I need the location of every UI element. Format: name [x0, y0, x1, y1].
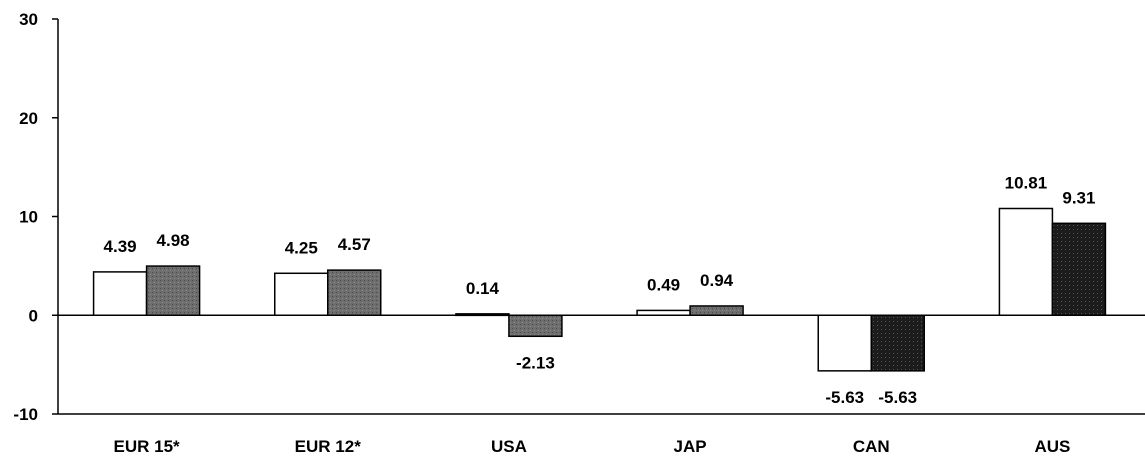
bar — [145, 265, 201, 317]
bar — [327, 269, 382, 316]
data-label: -2.13 — [516, 353, 555, 372]
bar — [508, 314, 563, 338]
y-tick-label: 20 — [19, 109, 38, 128]
y-tick-label: -10 — [13, 405, 38, 424]
data-label: 4.25 — [285, 238, 318, 257]
y-tick-label: 30 — [19, 10, 38, 29]
data-label: 4.39 — [104, 237, 137, 256]
chart-labels: EUR 15* 4.39 4.98 EUR 12* 4.25 4.57 USA 0.14 -2.… — [104, 174, 1096, 456]
category-label: EUR 15* — [114, 437, 181, 456]
category-label: EUR 12* — [295, 437, 362, 456]
category-label: USA — [491, 437, 527, 456]
data-label: 0.94 — [700, 271, 734, 290]
bar — [689, 305, 744, 316]
category-label: CAN — [853, 437, 890, 456]
bar — [274, 272, 329, 316]
data-label: 4.57 — [338, 235, 371, 254]
data-label: 0.14 — [466, 279, 500, 298]
bar — [92, 271, 148, 316]
data-label: -5.63 — [878, 388, 917, 407]
category-label: AUS — [1034, 437, 1070, 456]
bar — [870, 314, 925, 372]
bar — [636, 309, 691, 317]
category-label: JAP — [674, 437, 707, 456]
bar — [817, 314, 872, 372]
data-label: 0.49 — [647, 275, 680, 294]
bar — [1051, 222, 1107, 316]
bar — [998, 207, 1054, 316]
data-label: 4.98 — [157, 231, 190, 250]
data-label: 10.81 — [1005, 174, 1048, 193]
data-label: 9.31 — [1062, 188, 1095, 207]
data-label: -5.63 — [825, 388, 864, 407]
chart-axes: -10 0 10 20 30 — [13, 10, 1145, 424]
y-tick-label: 0 — [29, 306, 38, 325]
bar — [455, 313, 510, 317]
chart-bars — [92, 207, 1107, 372]
y-tick-label: 10 — [19, 208, 38, 227]
